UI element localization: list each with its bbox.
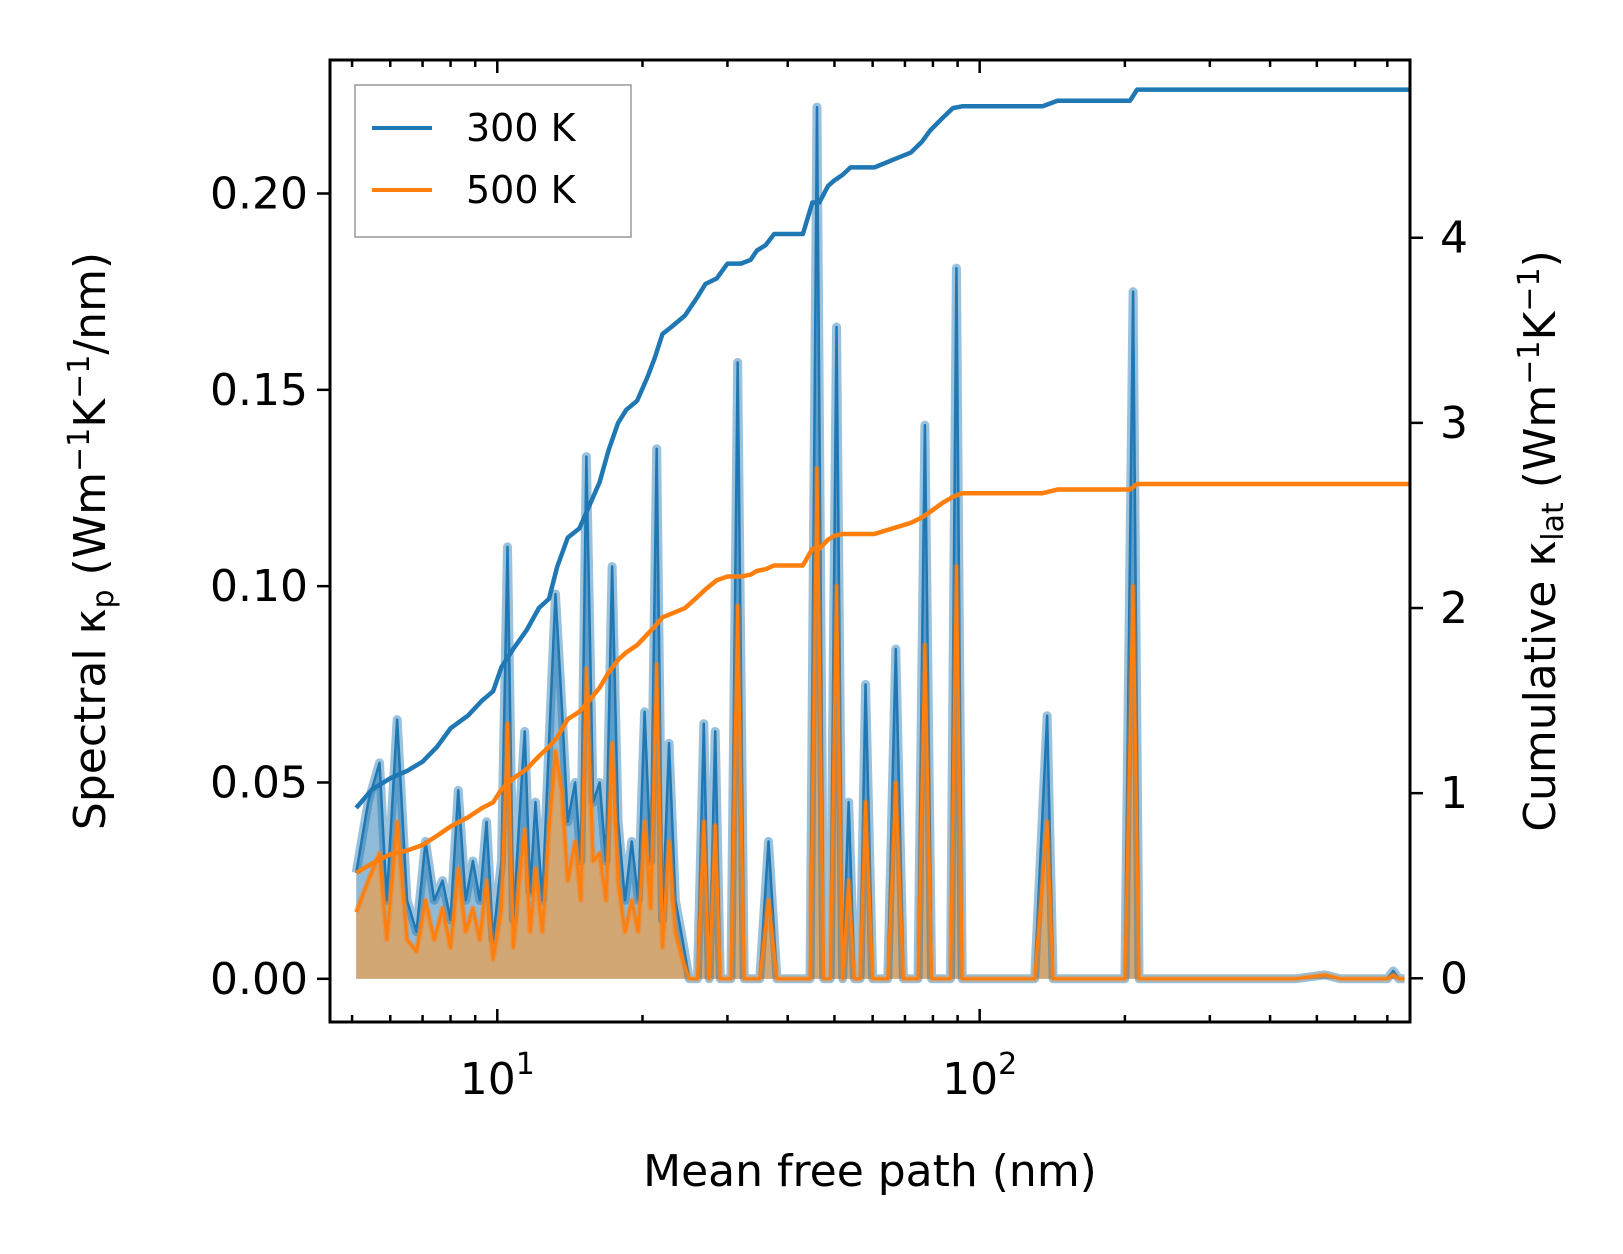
- x-axis-label: Mean free path (nm): [643, 1146, 1097, 1197]
- y-label-right-main: Cumulative κ: [1515, 541, 1566, 832]
- data-lines-group: [351, 87, 1410, 984]
- y-axis-label-right: Cumulative κlat (Wm−1K−1): [1512, 250, 1571, 832]
- y-right-tick-label: 4: [1440, 213, 1468, 264]
- y-left-tick-label: 0.10: [210, 561, 308, 612]
- legend-box: [354, 84, 632, 238]
- y-label-left-unit-c: /nm): [65, 252, 116, 355]
- x-tick-label-exponent: 1: [516, 1047, 535, 1082]
- y-left-tick-label: 0.15: [210, 365, 308, 416]
- y-label-right-unit-c: ): [1515, 250, 1566, 267]
- y-label-right-subscript: lat: [1536, 502, 1571, 541]
- y-right-tick-label: 1: [1440, 768, 1468, 819]
- y-right-tick-label: 2: [1440, 583, 1468, 634]
- y-right-tick-label: 0: [1440, 953, 1468, 1004]
- x-tick-label-base: 10: [460, 1054, 516, 1105]
- y-left-tick-label: 0.00: [210, 954, 308, 1005]
- x-tick-label-base: 10: [942, 1054, 998, 1105]
- y-label-left-sup-1: −1: [62, 428, 97, 472]
- x-tick-label: 101: [460, 1047, 535, 1105]
- x-tick-label-exponent: 2: [998, 1047, 1017, 1082]
- x-tick-label: 102: [942, 1047, 1017, 1105]
- y-label-left-unit-b: K: [65, 398, 116, 428]
- plot-frame: [328, 58, 1412, 1024]
- y-label-right-unit-a: (Wm: [1515, 385, 1566, 503]
- y-label-right-sup-2: −1: [1512, 267, 1547, 311]
- legend-label-500k: 500 K: [466, 168, 577, 212]
- spectral-500k-line: [354, 466, 1405, 981]
- y-label-right-sup-1: −1: [1512, 340, 1547, 384]
- y-label-right-unit-b: K: [1515, 310, 1566, 340]
- cumulative-500k-line: [355, 481, 1410, 875]
- legend-label-300k: 300 K: [466, 106, 577, 150]
- y-label-left-unit-a: (Wm: [65, 472, 116, 590]
- y-left-tick-label: 0.20: [210, 169, 308, 220]
- cumulative-300k-line: [354, 87, 1410, 810]
- y-right-tick-label: 3: [1440, 398, 1468, 449]
- y-axis-label-left: Spectral κp (Wm−1K−1/nm): [62, 252, 121, 830]
- y-label-left-sup-2: −1: [62, 355, 97, 399]
- y-label-left-subscript: p: [86, 589, 121, 608]
- y-left-tick-label: 0.05: [210, 757, 308, 808]
- legend: 300 K 500 K: [354, 84, 632, 238]
- y-label-left-main: Spectral κ: [65, 609, 116, 831]
- spectral-500k-fill: [356, 468, 1405, 979]
